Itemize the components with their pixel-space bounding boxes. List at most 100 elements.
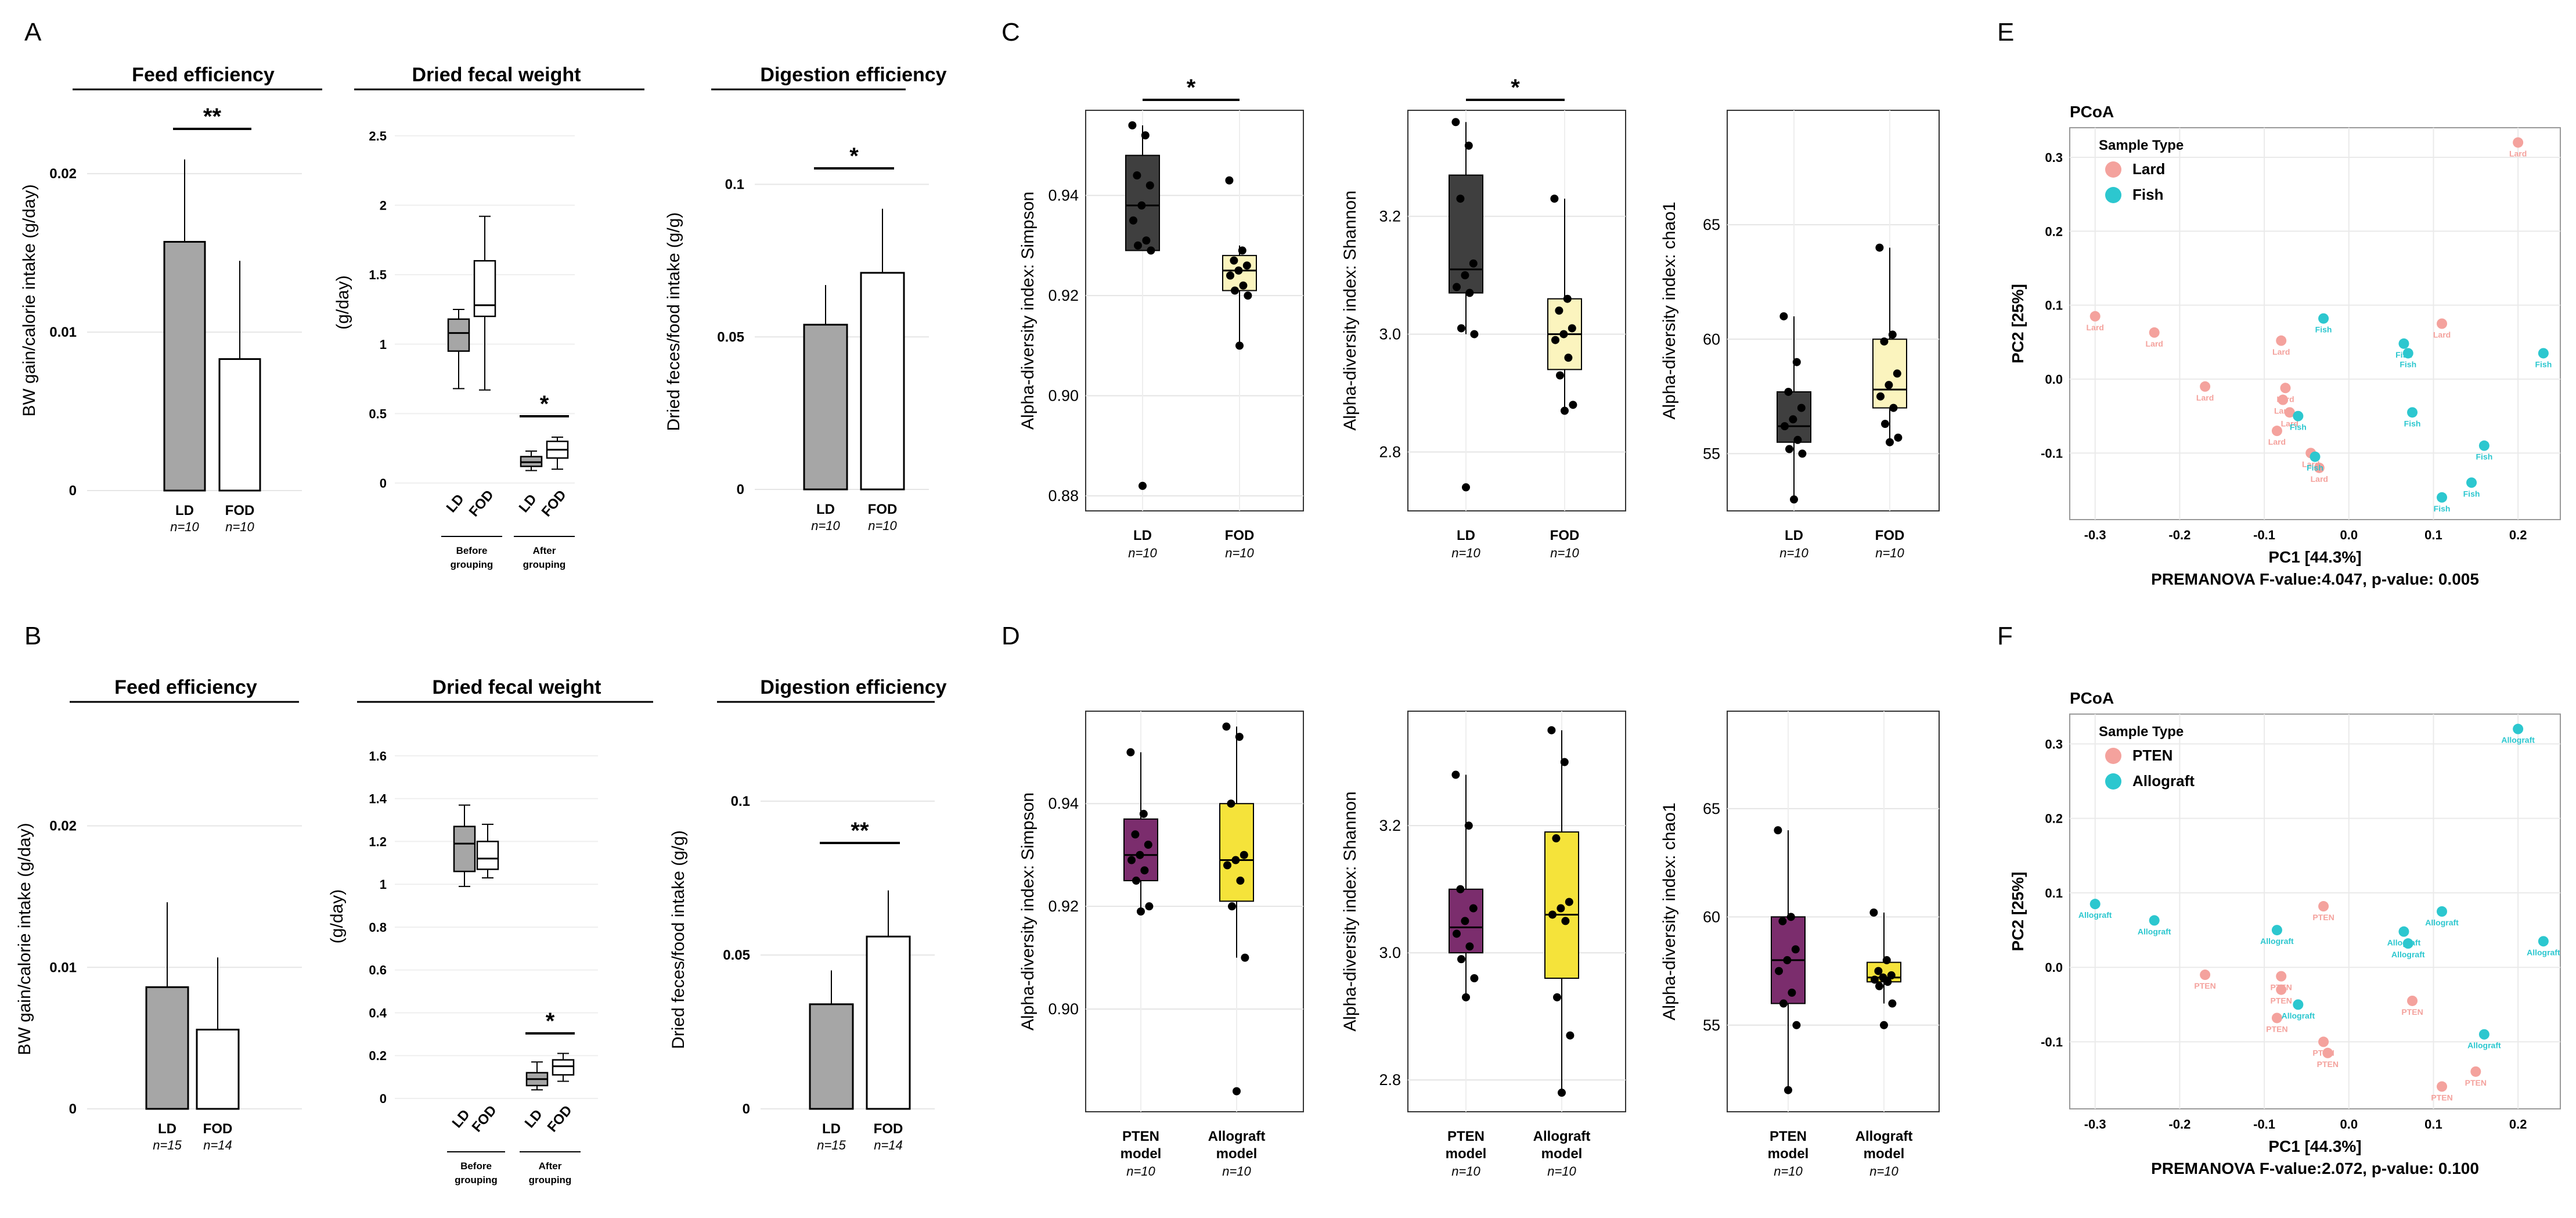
category-label: LD xyxy=(444,491,467,516)
legend-title: Sample Type xyxy=(2099,138,2184,153)
data-point xyxy=(1784,387,1793,396)
category-label: FOD xyxy=(545,1102,575,1135)
statistics-label: PREMANOVA F-value:2.072, p-value: 0.100 xyxy=(2151,1159,2479,1177)
data-point xyxy=(1783,956,1792,964)
panel-letter-F: F xyxy=(1997,622,2013,650)
point-label: PTEN xyxy=(2401,1007,2423,1017)
y-tick-label: 1 xyxy=(380,337,387,352)
y-tick-label: 0.1 xyxy=(2045,298,2063,313)
x-tick-label: 0.2 xyxy=(2509,528,2527,542)
legend-marker xyxy=(2105,161,2121,178)
category-label: FOD xyxy=(868,502,898,517)
y-tick-label: 0.1 xyxy=(2045,886,2063,900)
data-point xyxy=(1469,904,1478,913)
box-chart-D2: 2.8 3.0 3.2 Alpha-diversity index: Shannon P… xyxy=(1341,711,1626,1179)
y-tick-label: 1.2 xyxy=(369,834,387,849)
significance-label: * xyxy=(540,391,549,417)
point-label: Fish xyxy=(2535,359,2552,369)
n-label: n=14 xyxy=(203,1138,232,1152)
y-axis-label: Alpha-diversity index: Shannon xyxy=(1341,791,1360,1032)
bar-FOD xyxy=(866,935,911,1110)
point-label: Lard xyxy=(2087,323,2104,332)
y-axis-label: (g/day) xyxy=(333,275,352,329)
y-tick-label: 0.02 xyxy=(49,819,77,834)
point-label: Fish xyxy=(2400,359,2416,369)
legend-marker xyxy=(2105,187,2121,203)
category-label: FOD xyxy=(1550,528,1580,543)
chart-title: PCoA xyxy=(2070,689,2114,707)
y-tick-label: 0.6 xyxy=(369,963,387,978)
data-point xyxy=(1566,1031,1575,1040)
y-tick-label: 3.2 xyxy=(1379,208,1401,225)
point-fish xyxy=(2407,407,2418,418)
chart-title: Dried fecal weight xyxy=(433,676,601,698)
bar-chart-B3: Digestion efficiency Dried feces/food int… xyxy=(669,676,947,1152)
y-tick-label: 0 xyxy=(380,1091,387,1106)
bar-LD xyxy=(163,241,206,492)
x-tick-label: -0.1 xyxy=(2253,1117,2275,1131)
data-point xyxy=(1555,307,1563,315)
point-lard xyxy=(2200,381,2211,392)
data-point xyxy=(1469,259,1478,268)
chart-title: Feed efficiency xyxy=(114,676,257,698)
point-label: PTEN xyxy=(2194,981,2215,990)
data-point xyxy=(1222,722,1231,731)
data-point xyxy=(1881,420,1889,428)
data-point xyxy=(1561,917,1570,925)
category-label: model xyxy=(1541,1146,1583,1162)
y-tick-label: 0.3 xyxy=(2045,737,2063,751)
n-label: n=10 xyxy=(1222,1164,1251,1179)
y-tick-label: 0.05 xyxy=(723,947,750,963)
point-label: PTEN xyxy=(2266,1024,2287,1033)
bar-chart-A3: Digestion efficiency Dried feces/food int… xyxy=(664,64,947,533)
y-tick-label: 55 xyxy=(1703,445,1720,462)
point-allograft xyxy=(2402,938,2413,949)
data-point xyxy=(1129,216,1137,225)
data-point xyxy=(1451,118,1460,127)
y-axis-label: Alpha-diversity index: Shannon xyxy=(1341,190,1360,431)
x-axis-label: PC1 [44.3%] xyxy=(2268,1137,2361,1155)
data-point xyxy=(1225,176,1234,185)
point-label: PTEN xyxy=(2317,1060,2339,1069)
data-point xyxy=(1145,181,1154,190)
x-tick-label: -0.2 xyxy=(2168,1117,2190,1131)
y-tick-label: 0.92 xyxy=(1048,898,1079,915)
significance-label: ** xyxy=(851,818,869,844)
data-point xyxy=(1242,261,1251,270)
n-label: n=15 xyxy=(817,1138,846,1152)
category-label: LD xyxy=(516,491,540,516)
data-point xyxy=(1775,967,1783,975)
data-point xyxy=(1564,354,1573,362)
data-point xyxy=(1453,929,1461,938)
data-point xyxy=(1464,141,1473,150)
category-label: FOD xyxy=(203,1121,233,1137)
x-axis-label: PC1 [44.3%] xyxy=(2268,548,2361,566)
data-point xyxy=(1233,1087,1241,1096)
point-pten xyxy=(2322,1047,2333,1058)
data-point xyxy=(1453,283,1461,291)
category-label: FOD xyxy=(1875,528,1905,543)
bar-FOD xyxy=(196,1029,240,1110)
data-point xyxy=(1142,236,1151,245)
y-axis-label: Alpha-diversity index: Simpson xyxy=(1018,792,1037,1030)
group-label: After xyxy=(533,545,556,556)
point-pten xyxy=(2200,970,2211,981)
y-axis-label: Dried feces/food intake (g/g) xyxy=(664,212,683,431)
data-point xyxy=(1465,942,1474,951)
y-axis-label: Alpha-diversity index: Simpson xyxy=(1018,192,1037,430)
n-label: n=10 xyxy=(1869,1164,1898,1179)
data-point xyxy=(1885,381,1893,390)
box xyxy=(476,841,499,870)
panel-letter-D: D xyxy=(1001,622,1020,650)
y-tick-label: 0.90 xyxy=(1048,387,1079,405)
point-label: Allograft xyxy=(2138,927,2171,936)
data-point xyxy=(1560,758,1569,766)
y-tick-label: 0 xyxy=(380,476,387,491)
point-allograft xyxy=(2293,999,2304,1010)
point-lard xyxy=(2280,383,2291,394)
data-point xyxy=(1563,294,1572,303)
data-point xyxy=(1456,885,1465,893)
significance-label: * xyxy=(1187,75,1196,100)
x-tick-label: -0.2 xyxy=(2168,528,2190,542)
point-lard xyxy=(2513,137,2524,148)
